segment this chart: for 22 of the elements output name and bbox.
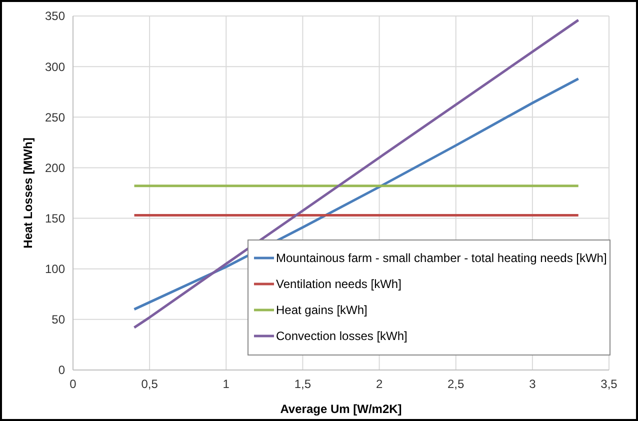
y-tick-label: 200	[44, 160, 66, 175]
x-tick-label: 1,5	[294, 377, 312, 391]
y-tick-label: 350	[44, 9, 66, 24]
y-tick-label: 50	[52, 312, 66, 327]
x-tick-label: 2	[376, 377, 383, 391]
y-axis-title: Heat Losses [MWh]	[21, 138, 35, 248]
x-tick-label: 2,5	[448, 377, 465, 391]
legend-label: Ventilation needs [kWh]	[276, 277, 402, 292]
y-tick-label: 300	[44, 60, 66, 74]
x-tick-label: 0,5	[141, 377, 158, 391]
y-tick-label: 250	[44, 110, 66, 124]
x-tick-label: 0	[70, 377, 77, 391]
y-tick-label: 150	[44, 211, 66, 226]
y-tick-label: 100	[44, 262, 66, 276]
x-tick-label: 3,5	[600, 377, 618, 391]
y-tick-label: 0	[58, 363, 66, 378]
x-axis-title: Average Um [W/m2K]	[280, 402, 402, 416]
legend-label: Convection losses [kWh]	[276, 329, 408, 344]
legend-label: Mountainous farm - small chamber - total heating needs [kWh]	[276, 251, 607, 266]
x-tick-label: 1	[222, 377, 230, 391]
legend-label: Heat gains [kWh]	[276, 303, 368, 318]
x-tick-label: 3	[529, 377, 536, 391]
